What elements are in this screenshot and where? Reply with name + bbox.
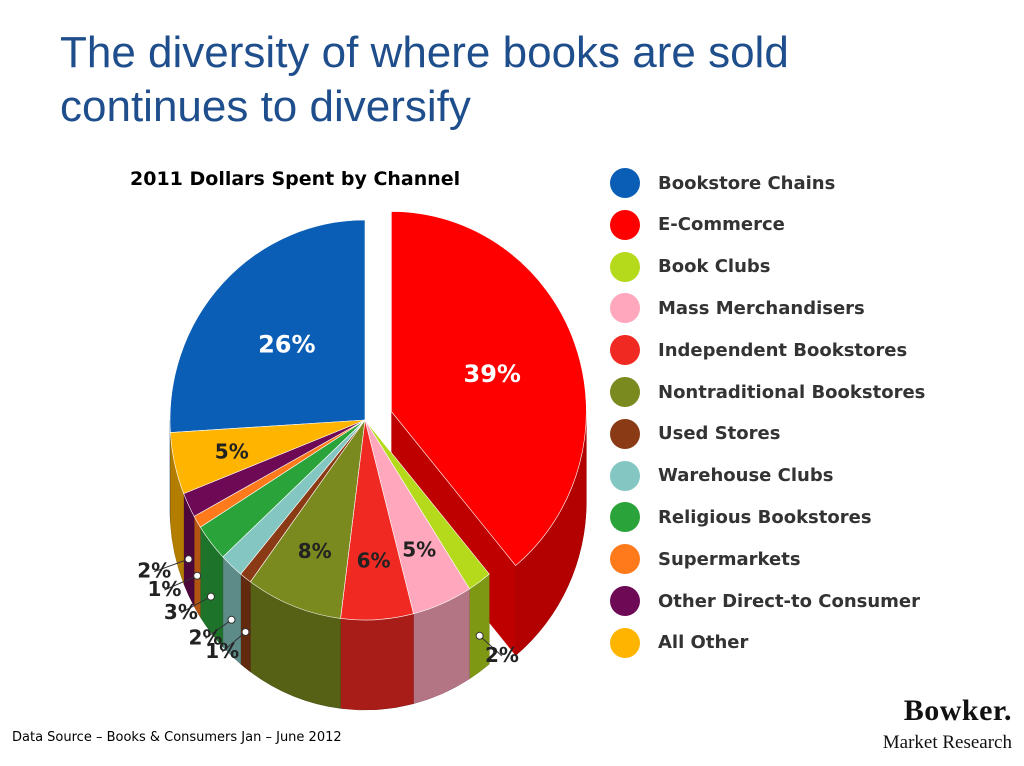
chart-title: 2011 Dollars Spent by Channel: [130, 168, 461, 190]
pie-slice-bookstore-chains: [169, 219, 366, 433]
legend-item-mass-merchandisers: Mass Merchandisers: [610, 291, 865, 325]
pie-label-bookstore-chains: 26%: [258, 331, 315, 359]
brand-logo: Bowker. Market Research: [883, 694, 1012, 754]
legend-label-book-clubs: Book Clubs: [658, 256, 771, 278]
pie-label-used-stores: 1%: [205, 639, 239, 663]
pie-leader-used-stores: [221, 631, 246, 653]
legend-label-independent-bookstores: Independent Bookstores: [658, 339, 908, 361]
legend-item-religious-bookstores: Religious Bookstores: [610, 500, 872, 534]
legend-swatch-bookstore-chains: [610, 168, 640, 198]
legend-swatch-other-direct-to-consumer: [610, 586, 640, 616]
legend-swatch-supermarkets: [610, 544, 640, 575]
legend-item-independent-bookstores: Independent Bookstores: [610, 333, 907, 367]
legend-label-all-other: All Other: [658, 632, 749, 654]
pie-leader-religious-bookstores: [180, 596, 212, 614]
legend-label-warehouse-clubs: Warehouse Clubs: [658, 465, 834, 487]
pie-side-independent-bookstores: [340, 613, 414, 711]
legend-label-e-commerce: E-Commerce: [658, 214, 785, 236]
legend-item-nontraditional-bookstores: Nontraditional Bookstores: [610, 375, 925, 409]
legend-label-bookstore-chains: Bookstore Chains: [658, 172, 836, 194]
pie-leader-book-clubs: [479, 635, 503, 657]
legend-label-supermarkets: Supermarkets: [658, 548, 801, 570]
pie-label-independent-bookstores: 6%: [357, 549, 391, 573]
legend-swatch-nontraditional-bookstores: [610, 377, 640, 407]
pie-leader-dot-warehouse-clubs: [227, 615, 236, 624]
legend-item-e-commerce: E-Commerce: [610, 208, 785, 242]
legend-swatch-religious-bookstores: [610, 502, 640, 533]
legend-label-nontraditional-bookstores: Nontraditional Bookstores: [658, 381, 926, 403]
pie-label-e-commerce: 39%: [464, 360, 521, 388]
legend-item-all-other: All Other: [610, 626, 748, 660]
slide-title: The diversity of where books are sold co…: [60, 28, 789, 131]
legend-swatch-warehouse-clubs: [610, 460, 640, 491]
legend-item-used-stores: Used Stores: [610, 417, 780, 451]
legend-swatch-e-commerce: [610, 209, 640, 240]
pie-chart: 26%39%2%5%6%8%1%2%3%1%2%5%: [137, 211, 587, 711]
legend-swatch-all-other: [610, 627, 640, 658]
legend-swatch-used-stores: [610, 418, 640, 449]
pie-slice-nontraditional-bookstores: [249, 419, 366, 619]
brand-name: Bowker.: [903, 694, 1012, 727]
pie-side-used-stores: [240, 573, 251, 673]
legend-swatch-independent-bookstores: [610, 335, 640, 366]
legend-item-bookstore-chains: Bookstore Chains: [610, 166, 835, 200]
data-source-note: Data Source – Books & Consumers Jan – Ju…: [12, 730, 342, 745]
legend-item-supermarkets: Supermarkets: [610, 542, 801, 576]
pie-leader-dot-supermarkets: [193, 571, 202, 580]
pie-slice-e-commerce: [391, 211, 587, 566]
pie-label-all-other: 5%: [215, 440, 249, 464]
pie-leader-warehouse-clubs: [205, 619, 232, 639]
legend-swatch-mass-merchandisers: [610, 293, 640, 324]
legend-item-warehouse-clubs: Warehouse Clubs: [610, 459, 833, 493]
pie-label-supermarkets: 1%: [147, 577, 181, 601]
pie-leader-dot-religious-bookstores: [206, 592, 215, 601]
legend-swatch-book-clubs: [610, 251, 640, 282]
legend-label-mass-merchandisers: Mass Merchandisers: [658, 297, 865, 319]
legend-item-book-clubs: Book Clubs: [610, 250, 770, 284]
pie-label-religious-bookstores: 3%: [164, 600, 198, 624]
pie-leader-supermarkets: [164, 575, 198, 591]
pie-leader-dot-other-direct-to-consumer: [184, 555, 193, 564]
legend-label-used-stores: Used Stores: [658, 423, 781, 445]
pie-slice-all-other: [170, 419, 366, 495]
pie-label-book-clubs: 2%: [485, 643, 519, 667]
legend-label-other-direct-to-consumer: Other Direct-to Consumer: [658, 590, 921, 612]
pie-label-warehouse-clubs: 2%: [189, 625, 223, 649]
legend-label-religious-bookstores: Religious Bookstores: [658, 506, 872, 528]
pie-label-other-direct-to-consumer: 2%: [137, 559, 171, 583]
brand-subtitle: Market Research: [882, 732, 1012, 753]
pie-label-mass-merchandisers: 5%: [402, 537, 436, 561]
pie-label-nontraditional-bookstores: 8%: [298, 539, 332, 563]
pie-leader-dot-book-clubs: [475, 631, 484, 640]
pie-leader-other-direct-to-consumer: [154, 558, 189, 573]
legend-item-other-direct-to-consumer: Other Direct-to Consumer: [610, 584, 920, 618]
pie-leader-dot-used-stores: [241, 628, 250, 637]
